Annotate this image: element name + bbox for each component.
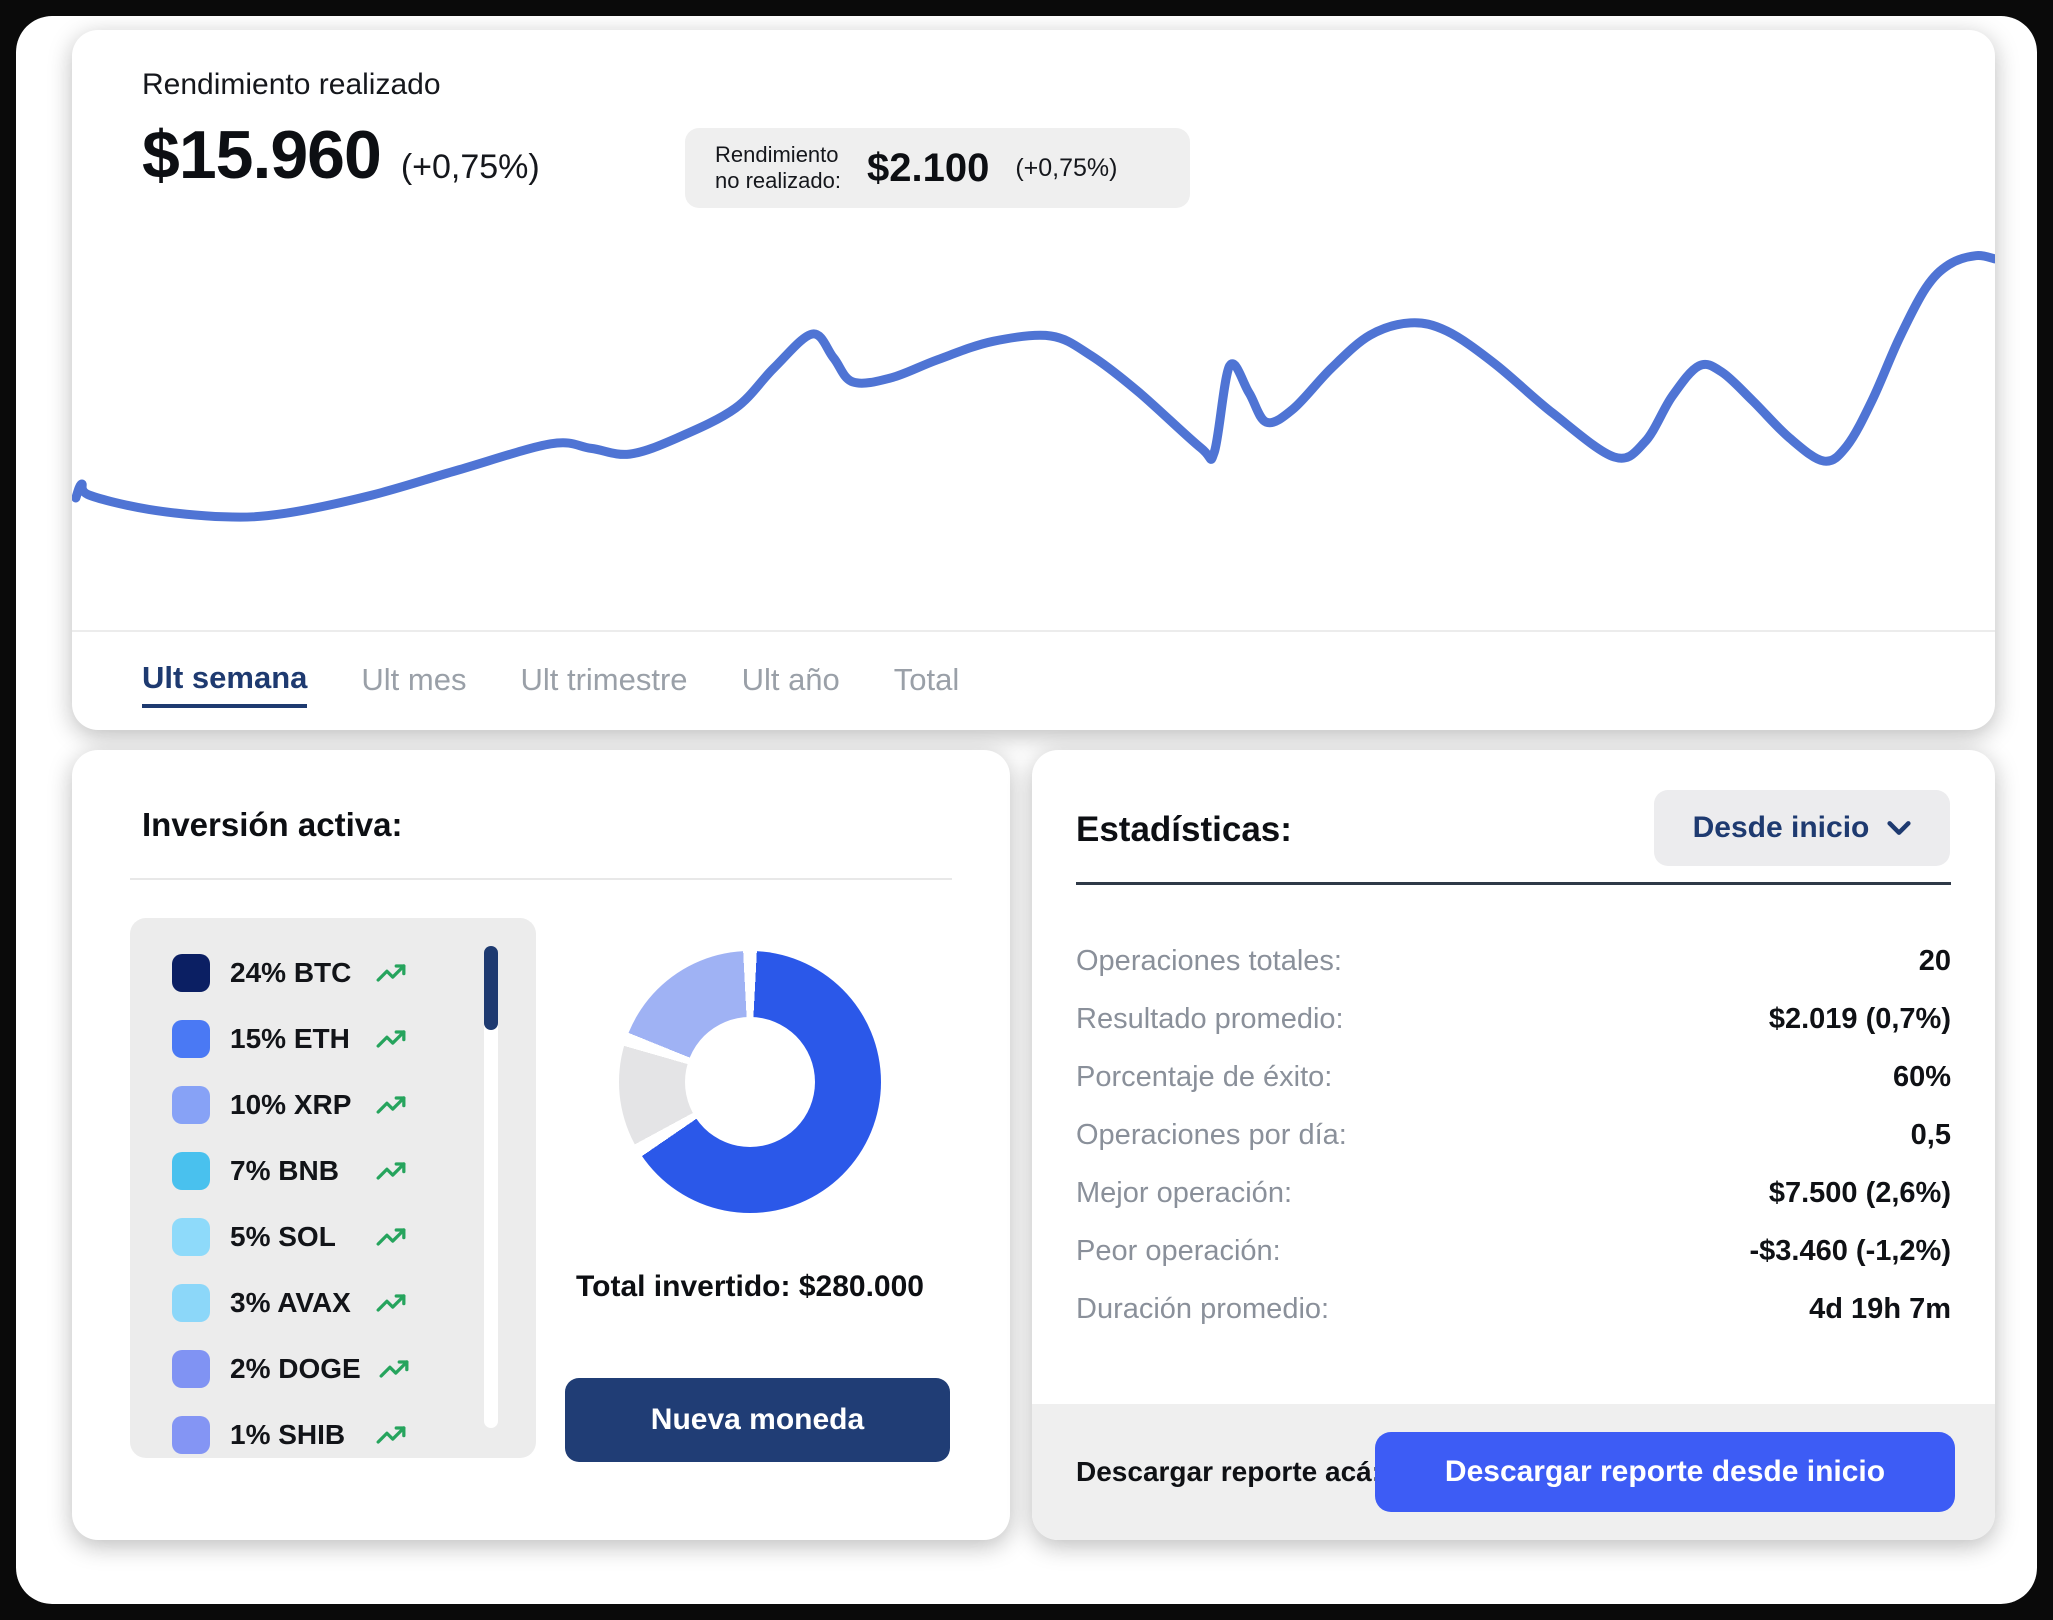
trend-up-icon xyxy=(376,1096,406,1114)
stat-row: Operaciones totales: 20 xyxy=(1076,944,1951,977)
trend-up-icon xyxy=(376,1030,406,1048)
statistics-card: Estadísticas: Desde inicio Operaciones t… xyxy=(1032,750,1995,1540)
stat-row: Operaciones por día: 0,5 xyxy=(1076,1118,1951,1151)
trend-up-icon xyxy=(376,1294,406,1312)
tab-total[interactable]: Total xyxy=(893,662,960,697)
range-dropdown-label: Desde inicio xyxy=(1692,811,1870,844)
trend-up-icon xyxy=(376,964,406,982)
stat-row: Peor operación: -$3.460 (-1,2%) xyxy=(1076,1234,1951,1267)
statistics-rows: Operaciones totales: 20 Resultado promed… xyxy=(1076,932,1951,1338)
divider xyxy=(1076,882,1951,885)
unrealized-change: (+0,75%) xyxy=(1015,153,1118,182)
download-report-button[interactable]: Descargar reporte desde inicio xyxy=(1375,1432,1955,1512)
allocation-donut-chart xyxy=(619,951,881,1213)
total-invested: Total invertido: $280.000 xyxy=(576,1270,924,1303)
trend-up-icon xyxy=(376,1228,406,1246)
trend-up-icon xyxy=(376,1162,406,1180)
active-investment-card: Inversión activa: 24% BTC 15% ETH 10% XR… xyxy=(72,750,1010,1540)
new-coin-button[interactable]: Nueva moneda xyxy=(565,1378,950,1462)
tab-ult-trimestre[interactable]: Ult trimestre xyxy=(520,662,688,697)
unrealized-value: $2.100 xyxy=(866,145,990,190)
holding-row-sol: 5% SOL xyxy=(172,1204,536,1270)
holding-row-avax: 3% AVAX xyxy=(172,1270,536,1336)
stat-row: Duración promedio: 4d 19h 7m xyxy=(1076,1292,1951,1325)
range-tabs: Ult semana Ult mes Ult trimestre Ult año… xyxy=(142,644,959,724)
trend-up-icon xyxy=(376,1426,406,1444)
performance-line-chart xyxy=(72,251,1995,522)
tab-ult-mes[interactable]: Ult mes xyxy=(361,662,467,697)
stat-row: Resultado promedio: $2.019 (0,7%) xyxy=(1076,1002,1951,1035)
holding-row-xrp: 10% XRP xyxy=(172,1072,536,1138)
chart-baseline xyxy=(72,630,1995,632)
donut-hole xyxy=(685,1017,815,1147)
holding-color-swatch xyxy=(172,1218,210,1256)
realized-change: (+0,75%) xyxy=(400,148,540,186)
tab-ult-semana[interactable]: Ult semana xyxy=(142,660,308,708)
holding-row-shib: 1% SHIB xyxy=(172,1402,536,1458)
statistics-title: Estadísticas: xyxy=(1076,810,1292,849)
holding-color-swatch xyxy=(172,1350,210,1388)
stat-row: Porcentaje de éxito: 60% xyxy=(1076,1060,1951,1093)
investment-title: Inversión activa: xyxy=(142,806,403,843)
unrealized-badge: Rendimiento no realizado: $2.100 (+0,75%… xyxy=(685,128,1190,208)
holding-row-doge: 2% DOGE xyxy=(172,1336,536,1402)
holdings-scrollbar[interactable] xyxy=(484,946,498,1428)
holding-color-swatch xyxy=(172,954,210,992)
performance-card: Rendimiento realizado $15.960 (+0,75%) R… xyxy=(72,30,1995,730)
holding-row-eth: 15% ETH xyxy=(172,1006,536,1072)
download-footer: Descargar reporte acá: Descargar reporte… xyxy=(1032,1404,1995,1540)
tab-ult-ano[interactable]: Ult año xyxy=(741,662,840,697)
unrealized-label: Rendimiento no realizado: xyxy=(715,141,841,193)
realized-value: $15.960 xyxy=(142,117,382,193)
holding-color-swatch xyxy=(172,1416,210,1454)
trend-up-icon xyxy=(379,1360,409,1378)
holding-color-swatch xyxy=(172,1284,210,1322)
divider xyxy=(130,878,952,880)
holding-row-btc: 24% BTC xyxy=(172,940,536,1006)
holdings-scrollbar-thumb[interactable] xyxy=(484,946,498,1030)
stat-row: Mejor operación: $7.500 (2,6%) xyxy=(1076,1176,1951,1209)
holding-color-swatch xyxy=(172,1152,210,1190)
download-label: Descargar reporte acá: xyxy=(1076,1456,1382,1487)
realized-value-row: $15.960 (+0,75%) xyxy=(142,116,540,194)
range-dropdown[interactable]: Desde inicio xyxy=(1654,790,1950,866)
performance-title: Rendimiento realizado xyxy=(142,68,441,101)
chevron-down-icon xyxy=(1887,821,1911,835)
holding-color-swatch xyxy=(172,1020,210,1058)
holdings-list: 24% BTC 15% ETH 10% XRP 7% BNB 5% SOL xyxy=(130,918,536,1458)
holding-color-swatch xyxy=(172,1086,210,1124)
holding-row-bnb: 7% BNB xyxy=(172,1138,536,1204)
